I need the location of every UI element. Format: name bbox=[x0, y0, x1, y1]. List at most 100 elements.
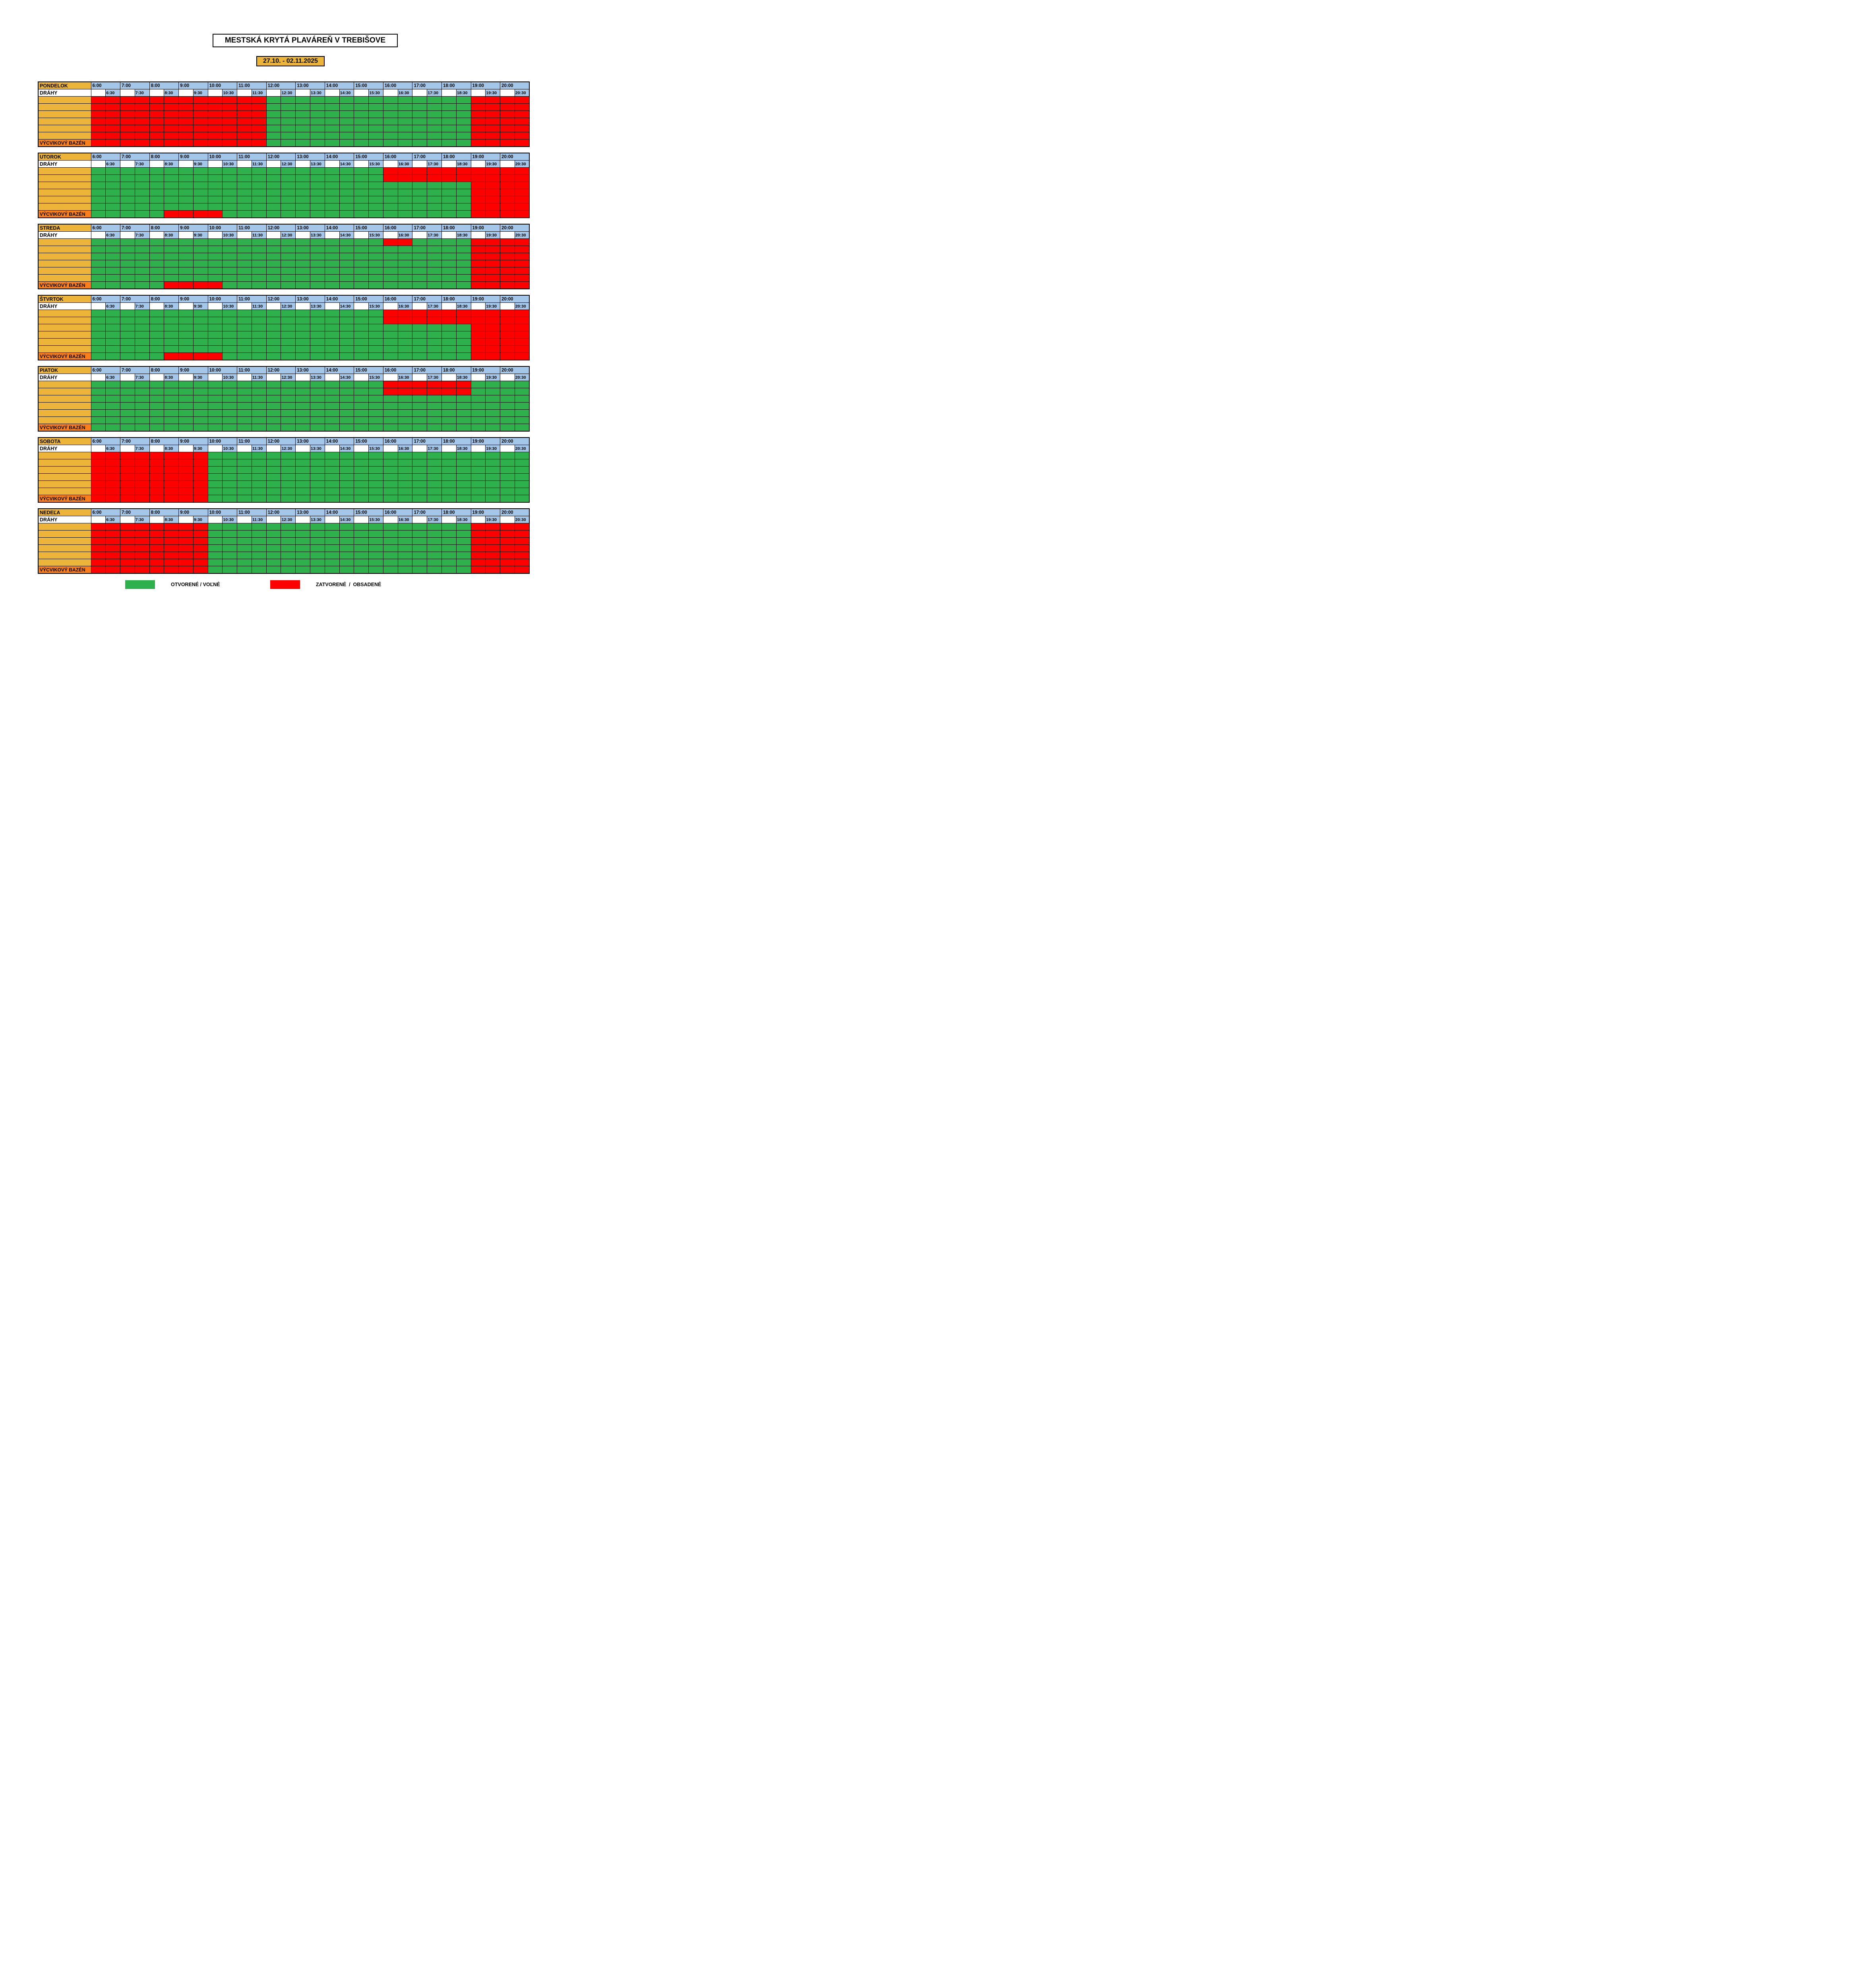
slot-cell bbox=[237, 96, 252, 104]
slot-cell bbox=[149, 246, 165, 253]
schedule-table-0: PONDELOK 6:00 7:00 8:00 9:00 10:00 11:00 12:00 1… bbox=[38, 81, 530, 147]
slot-cell bbox=[412, 246, 428, 253]
slot-cell bbox=[339, 559, 354, 566]
slot-cell bbox=[178, 331, 194, 339]
slot-cell bbox=[164, 459, 179, 467]
slot-cell bbox=[456, 189, 471, 196]
slot-cell bbox=[397, 132, 413, 139]
slot-cell bbox=[149, 132, 165, 139]
half-hour-gap-cell bbox=[120, 231, 135, 239]
lane-label-cell bbox=[38, 196, 91, 203]
slot-cell bbox=[470, 274, 486, 282]
slot-cell bbox=[470, 495, 486, 503]
slot-cell bbox=[295, 466, 311, 474]
slot-cell bbox=[251, 402, 267, 410]
slot-cell bbox=[324, 566, 340, 574]
half-hour-header-cell: 15:30 bbox=[368, 302, 383, 310]
slot-cell bbox=[397, 274, 413, 282]
half-hour-header-cell: 10:30 bbox=[222, 89, 238, 97]
slot-cell bbox=[397, 395, 413, 403]
slot-cell bbox=[412, 96, 428, 104]
half-hour-header-cell: 12:30 bbox=[281, 231, 296, 239]
slot-cell bbox=[339, 544, 354, 552]
slot-cell bbox=[514, 103, 530, 111]
slot-cell bbox=[164, 103, 179, 111]
slot-cell bbox=[281, 310, 296, 317]
slot-cell bbox=[427, 274, 442, 282]
slot-cell bbox=[134, 345, 150, 353]
slot-cell bbox=[222, 488, 238, 495]
slot-cell bbox=[456, 552, 471, 559]
slot-cell bbox=[164, 210, 179, 218]
lane-label-cell bbox=[38, 402, 91, 410]
half-hour-header-cell: 14:30 bbox=[339, 89, 354, 97]
slot-cell bbox=[295, 210, 311, 218]
hour-header-cell: 6:00 bbox=[91, 224, 121, 232]
slot-cell bbox=[427, 324, 442, 331]
slot-cell bbox=[324, 132, 340, 139]
slot-cell bbox=[324, 96, 340, 104]
slot-cell bbox=[470, 544, 486, 552]
hour-header-cell: 8:00 bbox=[149, 508, 179, 516]
half-hour-header-cell: 9:30 bbox=[193, 160, 208, 168]
hour-header-cell: 13:00 bbox=[295, 366, 325, 374]
slot-cell bbox=[310, 402, 325, 410]
slot-cell bbox=[324, 488, 340, 495]
slot-cell bbox=[281, 267, 296, 275]
slot-cell bbox=[470, 488, 486, 495]
half-hour-gap-cell bbox=[441, 374, 457, 381]
half-hour-gap-cell bbox=[441, 231, 457, 239]
slot-cell bbox=[514, 310, 530, 317]
hour-header-cell: 9:00 bbox=[178, 153, 208, 161]
slot-cell bbox=[310, 338, 325, 346]
slot-cell bbox=[237, 452, 252, 459]
half-hour-gap-cell bbox=[354, 374, 369, 381]
slot-cell bbox=[354, 409, 369, 417]
slot-cell bbox=[441, 452, 457, 459]
lane-label-cell bbox=[38, 537, 91, 545]
slot-cell bbox=[251, 395, 267, 403]
slot-cell bbox=[134, 267, 150, 275]
slot-cell bbox=[193, 530, 208, 538]
slot-cell bbox=[383, 459, 398, 467]
slot-cell bbox=[470, 537, 486, 545]
slot-cell bbox=[178, 132, 194, 139]
hour-header-cell: 17:00 bbox=[412, 224, 442, 232]
half-hour-header-cell: 14:30 bbox=[339, 374, 354, 381]
slot-cell bbox=[149, 260, 165, 267]
half-hour-gap-cell bbox=[237, 231, 252, 239]
slot-cell bbox=[500, 452, 515, 459]
slot-cell bbox=[500, 352, 515, 360]
slot-cell bbox=[324, 317, 340, 324]
hour-header-cell: 19:00 bbox=[470, 508, 501, 516]
slot-cell bbox=[237, 395, 252, 403]
slot-cell bbox=[105, 488, 121, 495]
slot-cell bbox=[193, 544, 208, 552]
slot-cell bbox=[251, 253, 267, 260]
slot-cell bbox=[485, 139, 501, 147]
slot-cell bbox=[207, 103, 223, 111]
lane-label-cell bbox=[38, 246, 91, 253]
half-hour-gap-cell bbox=[295, 302, 311, 310]
slot-cell bbox=[383, 203, 398, 211]
slot-cell bbox=[105, 267, 121, 275]
half-hour-gap-cell bbox=[324, 231, 340, 239]
slot-cell bbox=[339, 452, 354, 459]
slot-cell bbox=[441, 167, 457, 175]
lane-label-cell bbox=[38, 544, 91, 552]
slot-cell bbox=[412, 110, 428, 118]
slot-cell bbox=[354, 544, 369, 552]
slot-cell bbox=[441, 416, 457, 424]
hour-header-cell: 10:00 bbox=[207, 366, 238, 374]
slot-cell bbox=[500, 96, 515, 104]
slot-cell bbox=[412, 424, 428, 432]
hour-header-cell: 9:00 bbox=[178, 81, 208, 89]
slot-cell bbox=[324, 125, 340, 132]
slot-cell bbox=[412, 182, 428, 189]
half-hour-header-cell: 19:30 bbox=[485, 231, 501, 239]
hour-header-cell: 17:00 bbox=[412, 366, 442, 374]
half-hour-header-cell: 6:30 bbox=[105, 445, 121, 452]
half-hour-gap-cell bbox=[266, 231, 281, 239]
page-title: MESTSKÁ KRYTÁ PLAVÁREŇ V TREBIŠOVE bbox=[213, 34, 398, 47]
training-label-cell: VÝCVIKOVÝ BAZÉN bbox=[38, 495, 91, 503]
